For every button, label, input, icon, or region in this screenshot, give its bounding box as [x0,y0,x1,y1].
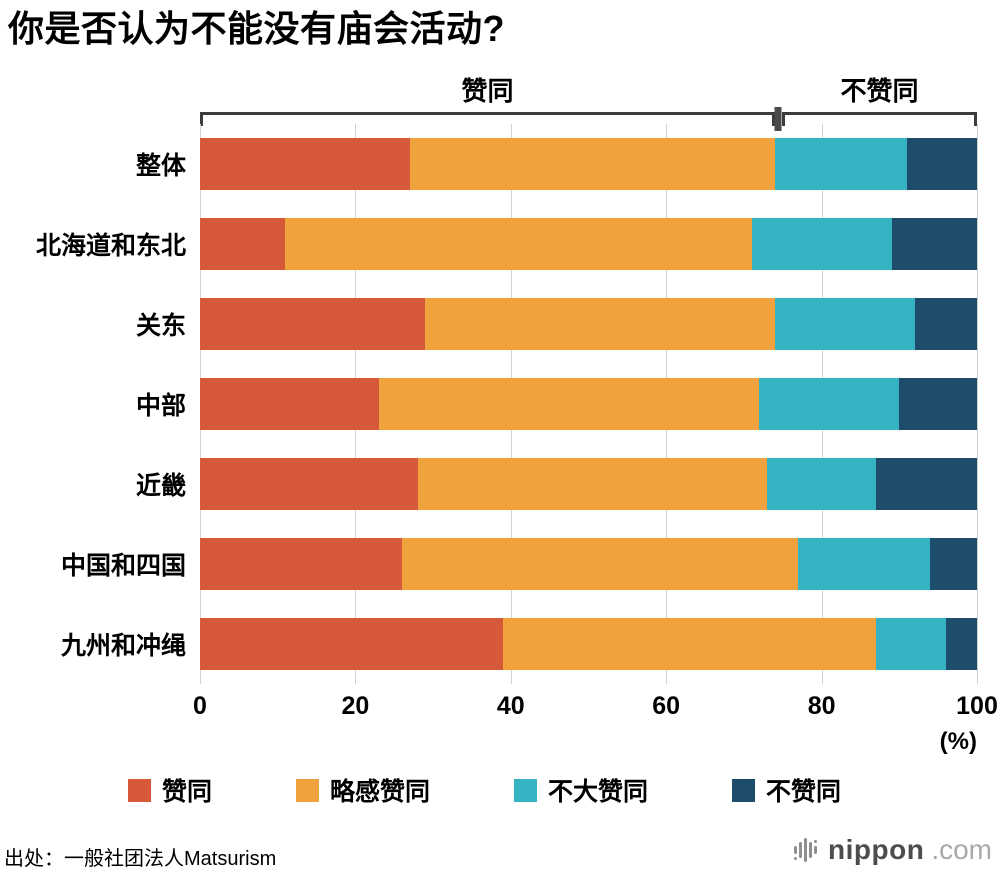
bar-segment-not-much-agree [774,138,908,190]
bracket-divider [774,107,782,131]
legend: 赞同 略感赞同 不大赞同 不赞同 [128,776,841,806]
source-text: 出处：一般社团法人Matsurism [4,848,277,870]
bar-rows: 整体北海道和东北关东中部近畿中国和四国九州和冲绳 [0,124,977,684]
logo-text-com: .com [931,834,992,865]
bar-segment-disagree [907,138,977,190]
bar-segment-agree [200,538,403,590]
bar-segment-disagree [875,458,977,510]
bar-segment-not-much-agree [759,378,900,430]
bar-segment-disagree [914,298,977,350]
bar-track [200,618,977,670]
bar-track [200,378,977,430]
bar-row: 九州和冲绳 [0,618,977,670]
bar-track [200,218,977,270]
bar-segment-agree [200,138,410,190]
soundwave-logo-icon [794,838,818,862]
bar-row: 中国和四国 [0,538,977,590]
bar-track [200,538,977,590]
bar-row: 整体 [0,138,977,190]
bar-segment-somewhat-agree [417,458,768,510]
bar-segment-somewhat-agree [409,138,775,190]
bar-segment-agree [200,378,379,430]
category-label: 北海道和东北 [35,232,186,260]
nippon-logo: nippon .com [793,834,992,866]
legend-label-not-much-agree: 不大赞同 [548,778,649,806]
bracket-disagree [781,112,977,126]
category-label: 整体 [135,152,186,180]
bar-segment-disagree [930,538,977,590]
x-tick-label: 100 [956,692,998,720]
bar-segment-disagree [891,218,977,270]
legend-item-somewhat-agree: 略感赞同 [296,772,430,808]
bar-segment-agree [200,618,504,670]
gridline [977,124,978,684]
legend-swatch-not-much-agree [514,778,538,802]
bar-segment-not-much-agree [798,538,931,590]
x-axis-ticks: 0 20 40 60 80 100 [193,692,998,724]
chart-title: 你是否认为不能没有庙会活动? [8,8,505,49]
bar-segment-not-much-agree [875,618,946,670]
category-label: 中国和四国 [60,552,186,580]
bracket-label-agree: 赞同 [461,76,514,106]
legend-swatch-agree [128,778,151,802]
bar-segment-somewhat-agree [503,618,876,670]
bar-segment-somewhat-agree [285,218,752,270]
bar-track [200,458,977,510]
bar-row: 中部 [0,378,977,430]
category-label: 关东 [135,312,186,340]
bracket-agree [200,112,775,126]
legend-label-agree: 赞同 [162,778,213,806]
legend-label-disagree: 不赞同 [766,778,842,806]
bar-segment-somewhat-agree [402,538,799,590]
logo-text-nippon: nippon [828,834,925,865]
x-tick-label: 0 [193,692,207,720]
percent-unit-label: (%) [939,728,977,755]
bar-segment-disagree [899,378,977,430]
x-tick-label: 20 [341,692,370,720]
bar-segment-somewhat-agree [425,298,775,350]
legend-item-not-much-agree: 不大赞同 [514,772,648,808]
legend-label-somewhat-agree: 略感赞同 [330,778,431,806]
bar-row: 近畿 [0,458,977,510]
bar-segment-somewhat-agree [378,378,760,430]
category-label: 九州和冲绳 [60,632,186,660]
x-tick-label: 80 [807,692,836,720]
bar-segment-not-much-agree [751,218,892,270]
legend-swatch-somewhat-agree [296,778,320,802]
x-tick-label: 60 [652,692,681,720]
bracket-layer: 赞同 不赞同 [200,76,977,131]
x-tick-label: 40 [496,692,525,720]
legend-item-agree: 赞同 [128,772,212,808]
bar-segment-not-much-agree [767,458,876,510]
category-label: 近畿 [135,472,186,500]
bar-row: 北海道和东北 [0,218,977,270]
bar-segment-agree [200,458,418,510]
bar-track [200,298,977,350]
legend-item-disagree: 不赞同 [732,772,841,808]
bar-track [200,138,977,190]
bar-row: 关东 [0,298,977,350]
category-label: 中部 [135,392,186,420]
chart-body: 整体北海道和东北关东中部近畿中国和四国九州和冲绳 [0,124,978,684]
bar-segment-disagree [945,618,977,670]
bar-segment-agree [200,298,426,350]
legend-swatch-disagree [732,778,756,802]
bar-segment-not-much-agree [774,298,915,350]
bar-segment-agree [200,218,286,270]
bracket-label-disagree: 不赞同 [840,76,919,106]
